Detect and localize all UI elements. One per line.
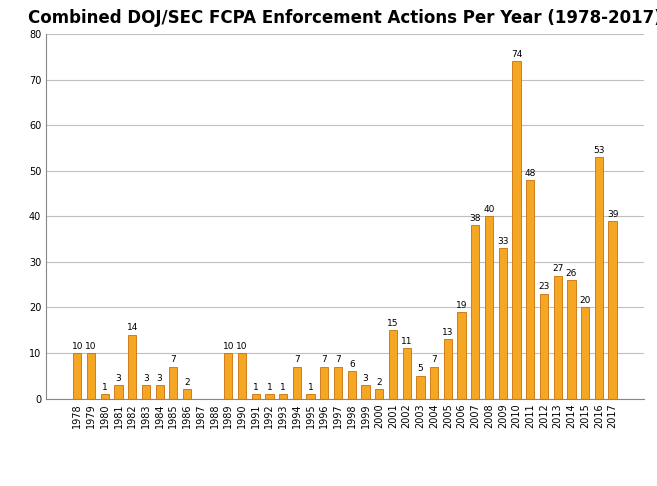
Bar bbox=[128, 335, 136, 399]
Text: 1: 1 bbox=[281, 382, 286, 392]
Text: 1: 1 bbox=[253, 382, 259, 392]
Bar bbox=[595, 157, 603, 399]
Text: 7: 7 bbox=[335, 355, 341, 364]
Text: 39: 39 bbox=[607, 209, 618, 219]
Bar bbox=[142, 385, 150, 399]
Text: 53: 53 bbox=[593, 146, 604, 155]
Text: 7: 7 bbox=[431, 355, 437, 364]
Bar bbox=[224, 353, 233, 399]
Text: 74: 74 bbox=[510, 50, 522, 59]
Bar bbox=[512, 61, 520, 399]
Bar bbox=[279, 394, 287, 399]
Text: 19: 19 bbox=[456, 301, 467, 310]
Text: 10: 10 bbox=[72, 342, 83, 351]
Text: 7: 7 bbox=[170, 355, 176, 364]
Text: 2: 2 bbox=[184, 378, 190, 387]
Text: 1: 1 bbox=[102, 382, 108, 392]
Bar bbox=[265, 394, 273, 399]
Text: 27: 27 bbox=[552, 264, 563, 273]
Text: 6: 6 bbox=[349, 360, 355, 369]
Text: 3: 3 bbox=[363, 374, 369, 382]
Bar bbox=[403, 348, 411, 399]
Bar bbox=[101, 394, 109, 399]
Bar bbox=[430, 366, 438, 399]
Text: 1: 1 bbox=[307, 382, 313, 392]
Bar bbox=[293, 366, 301, 399]
Bar bbox=[114, 385, 123, 399]
Bar bbox=[73, 353, 81, 399]
Bar bbox=[608, 221, 617, 399]
Bar bbox=[361, 385, 370, 399]
Title: Combined DOJ/SEC FCPA Enforcement Actions Per Year (1978-2017): Combined DOJ/SEC FCPA Enforcement Action… bbox=[28, 9, 657, 27]
Text: 14: 14 bbox=[127, 324, 138, 332]
Bar bbox=[307, 394, 315, 399]
Bar bbox=[87, 353, 95, 399]
Bar bbox=[499, 248, 507, 399]
Bar bbox=[581, 307, 589, 399]
Text: 10: 10 bbox=[237, 342, 248, 351]
Bar bbox=[567, 280, 576, 399]
Bar bbox=[334, 366, 342, 399]
Bar bbox=[156, 385, 164, 399]
Text: 3: 3 bbox=[143, 374, 148, 382]
Bar bbox=[375, 389, 383, 399]
Bar bbox=[389, 330, 397, 399]
Bar bbox=[348, 371, 356, 399]
Text: 13: 13 bbox=[442, 328, 453, 337]
Text: 23: 23 bbox=[538, 282, 550, 292]
Bar bbox=[526, 180, 534, 399]
Text: 10: 10 bbox=[223, 342, 234, 351]
Bar bbox=[183, 389, 191, 399]
Text: 10: 10 bbox=[85, 342, 97, 351]
Bar bbox=[238, 353, 246, 399]
Bar bbox=[320, 366, 328, 399]
Text: 11: 11 bbox=[401, 337, 413, 346]
Text: 1: 1 bbox=[267, 382, 272, 392]
Bar bbox=[170, 366, 177, 399]
Bar bbox=[443, 339, 452, 399]
Text: 3: 3 bbox=[116, 374, 122, 382]
Text: 7: 7 bbox=[321, 355, 327, 364]
Text: 26: 26 bbox=[566, 269, 577, 278]
Text: 15: 15 bbox=[387, 319, 399, 328]
Text: 3: 3 bbox=[157, 374, 162, 382]
Text: 5: 5 bbox=[418, 364, 423, 373]
Bar bbox=[252, 394, 260, 399]
Text: 7: 7 bbox=[294, 355, 300, 364]
Bar bbox=[417, 376, 424, 399]
Text: 33: 33 bbox=[497, 237, 509, 246]
Bar bbox=[457, 312, 466, 399]
Bar bbox=[554, 276, 562, 399]
Text: 20: 20 bbox=[579, 296, 591, 305]
Text: 40: 40 bbox=[484, 205, 495, 214]
Bar bbox=[540, 294, 548, 399]
Text: 38: 38 bbox=[470, 214, 481, 223]
Text: 48: 48 bbox=[524, 169, 536, 177]
Text: 2: 2 bbox=[376, 378, 382, 387]
Bar bbox=[485, 216, 493, 399]
Bar bbox=[471, 226, 480, 399]
